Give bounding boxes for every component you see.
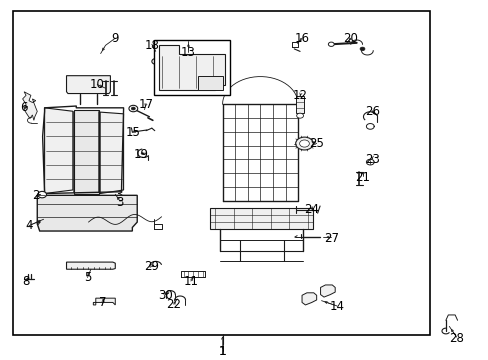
Text: 15: 15 — [125, 126, 141, 139]
Circle shape — [328, 42, 333, 46]
Text: 26: 26 — [364, 105, 379, 118]
Text: 9: 9 — [111, 32, 119, 45]
Polygon shape — [210, 208, 312, 229]
Text: 10: 10 — [90, 78, 104, 91]
Text: 29: 29 — [144, 260, 159, 273]
Polygon shape — [320, 285, 334, 297]
Text: 20: 20 — [343, 32, 358, 45]
Bar — [295, 96, 304, 113]
Text: 14: 14 — [329, 300, 344, 312]
Circle shape — [366, 159, 373, 165]
Text: 24: 24 — [304, 203, 319, 216]
Text: 2: 2 — [33, 189, 40, 202]
Text: 6: 6 — [20, 101, 28, 114]
Text: 16: 16 — [294, 32, 309, 45]
Circle shape — [295, 137, 313, 150]
Text: 21: 21 — [354, 171, 369, 184]
Text: 18: 18 — [144, 39, 159, 52]
Circle shape — [129, 105, 138, 112]
Text: 27: 27 — [323, 232, 338, 245]
Circle shape — [38, 192, 46, 198]
Text: 4: 4 — [25, 219, 33, 232]
Bar — [154, 40, 229, 95]
Text: 8: 8 — [22, 275, 30, 288]
Polygon shape — [198, 76, 222, 90]
Text: 25: 25 — [308, 137, 324, 150]
Text: 13: 13 — [181, 46, 196, 59]
Text: 30: 30 — [158, 289, 173, 302]
Text: 12: 12 — [292, 89, 307, 102]
Polygon shape — [37, 195, 137, 231]
Circle shape — [359, 47, 364, 51]
Polygon shape — [44, 108, 73, 194]
Polygon shape — [74, 111, 99, 194]
Text: 5: 5 — [83, 271, 91, 284]
Text: 11: 11 — [183, 275, 198, 288]
Bar — [13, 12, 429, 334]
Text: 23: 23 — [364, 153, 379, 166]
Polygon shape — [93, 298, 115, 305]
Text: 1: 1 — [218, 345, 226, 358]
Text: 1: 1 — [218, 345, 226, 358]
Circle shape — [296, 113, 303, 118]
Polygon shape — [100, 112, 123, 194]
Text: 22: 22 — [166, 298, 181, 311]
Polygon shape — [22, 92, 37, 120]
Text: 7: 7 — [99, 296, 106, 309]
Text: 17: 17 — [138, 98, 153, 111]
Polygon shape — [66, 262, 115, 269]
Polygon shape — [159, 45, 224, 90]
Text: 3: 3 — [116, 196, 123, 209]
Circle shape — [131, 107, 135, 110]
Circle shape — [299, 140, 309, 147]
Text: 28: 28 — [448, 332, 463, 345]
Polygon shape — [302, 293, 316, 305]
Polygon shape — [66, 76, 110, 94]
Text: 19: 19 — [133, 148, 148, 161]
Circle shape — [152, 59, 159, 64]
